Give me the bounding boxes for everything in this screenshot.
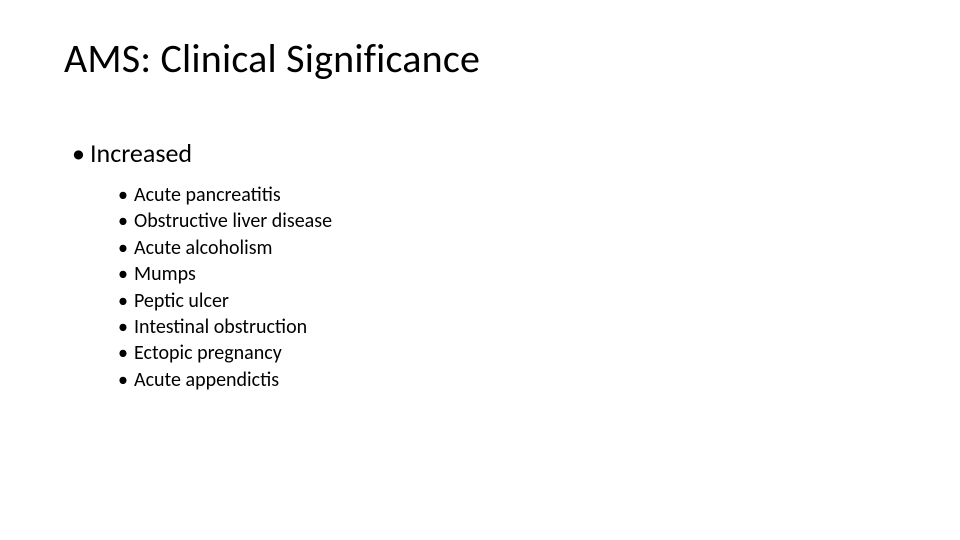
slide-title: AMS: Clinical Significance — [64, 34, 480, 83]
list-item-label: Acute pancreatitis — [134, 182, 281, 208]
list-item: • Ectopic pregnancy — [118, 340, 332, 366]
list-item: • Acute appendictis — [118, 367, 332, 393]
bullet-icon: • — [118, 261, 134, 287]
list-item: • Intestinal obstruction — [118, 314, 332, 340]
list-item: • Acute pancreatitis — [118, 182, 332, 208]
list-item-label: Ectopic pregnancy — [134, 340, 282, 366]
list-item-label: Acute alcoholism — [134, 235, 273, 261]
list-item-label: Peptic ulcer — [134, 288, 229, 314]
bullet-icon: • — [118, 340, 134, 366]
list-item: • Acute alcoholism — [118, 235, 332, 261]
list-item-label: Obstructive liver disease — [134, 208, 332, 234]
level1-item: •Increased — [72, 138, 192, 169]
list-item: • Obstructive liver disease — [118, 208, 332, 234]
bullet-icon: • — [118, 182, 134, 208]
list-item-label: Acute appendictis — [134, 367, 279, 393]
list-item-label: Mumps — [134, 261, 196, 287]
list-item: • Mumps — [118, 261, 332, 287]
slide: AMS: Clinical Significance •Increased • … — [0, 0, 960, 540]
bullet-icon: • — [118, 235, 134, 261]
level1-label: Increased — [90, 137, 192, 169]
bullet-icon: • — [118, 314, 134, 340]
list-item: • Peptic ulcer — [118, 288, 332, 314]
bullet-icon: • — [118, 208, 134, 234]
level2-list: • Acute pancreatitis • Obstructive liver… — [118, 182, 332, 393]
bullet-icon: • — [72, 138, 90, 169]
bullet-icon: • — [118, 367, 134, 393]
list-item-label: Intestinal obstruction — [134, 314, 307, 340]
bullet-icon: • — [118, 288, 134, 314]
